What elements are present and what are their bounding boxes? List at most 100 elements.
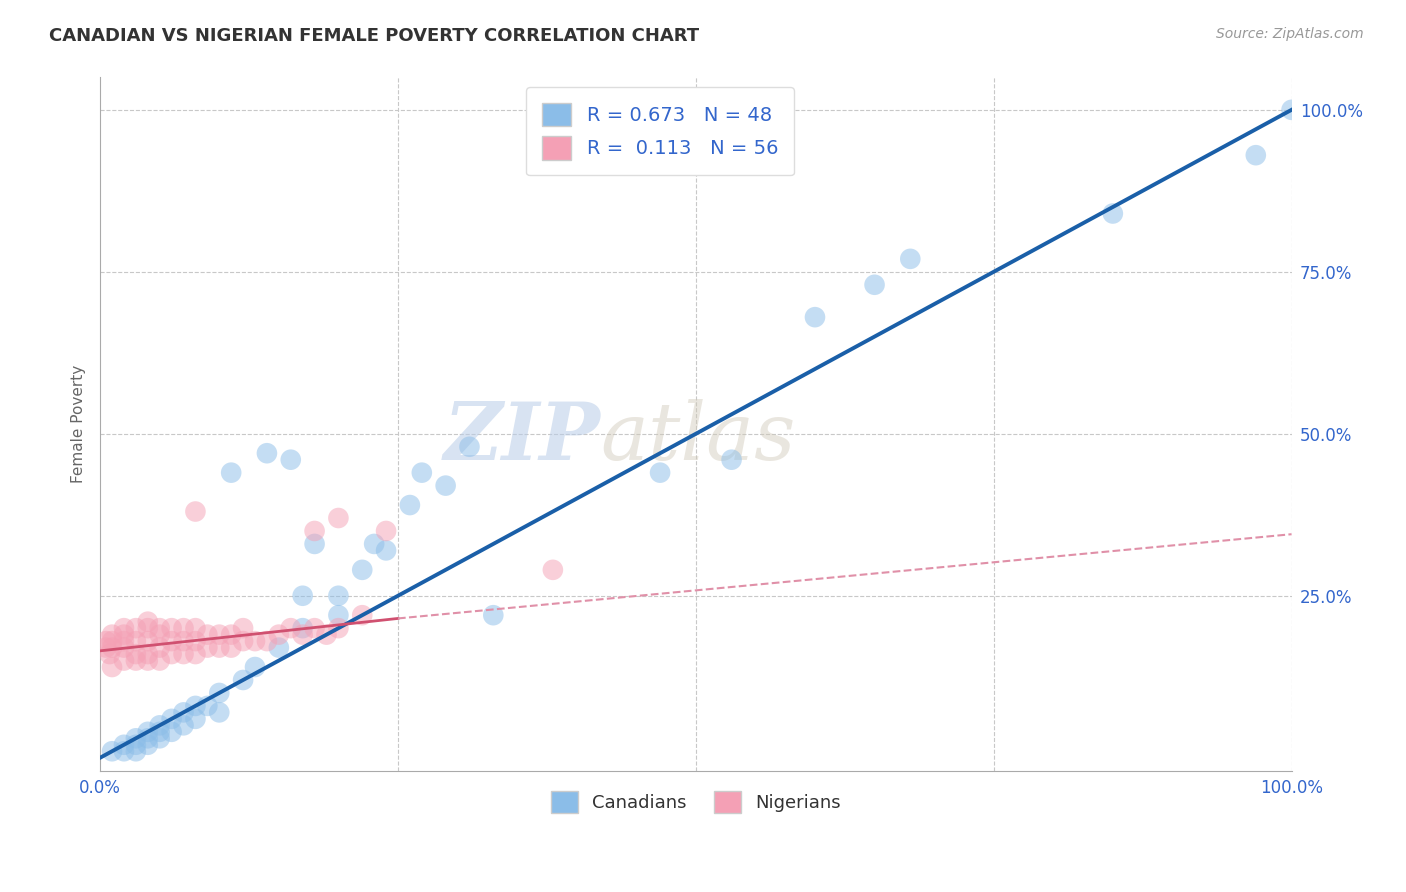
Point <box>352 608 374 623</box>
Point <box>136 621 159 635</box>
Point <box>411 466 433 480</box>
Point <box>243 634 266 648</box>
Point <box>112 738 135 752</box>
Y-axis label: Female Poverty: Female Poverty <box>72 365 86 483</box>
Point <box>208 706 231 720</box>
Point <box>136 724 159 739</box>
Point <box>541 563 564 577</box>
Point <box>184 647 207 661</box>
Point <box>184 712 207 726</box>
Point <box>94 640 117 655</box>
Point <box>219 466 242 480</box>
Point <box>160 712 183 726</box>
Point <box>149 627 172 641</box>
Point <box>112 634 135 648</box>
Point <box>482 608 505 623</box>
Point <box>184 504 207 518</box>
Point <box>648 466 671 480</box>
Point <box>160 621 183 635</box>
Point <box>399 498 422 512</box>
Point <box>160 634 183 648</box>
Point <box>149 718 172 732</box>
Point <box>291 589 314 603</box>
Point <box>125 647 148 661</box>
Point <box>232 673 254 687</box>
Legend: Canadians, Nigerians: Canadians, Nigerians <box>540 780 852 824</box>
Point <box>863 277 886 292</box>
Point <box>184 698 207 713</box>
Point <box>280 621 302 635</box>
Point <box>136 634 159 648</box>
Point <box>1244 148 1267 162</box>
Point <box>1101 206 1123 220</box>
Point <box>184 634 207 648</box>
Point <box>160 724 183 739</box>
Point <box>219 627 242 641</box>
Point <box>232 621 254 635</box>
Point <box>101 627 124 641</box>
Point <box>112 744 135 758</box>
Point <box>304 537 326 551</box>
Point <box>804 310 827 325</box>
Point <box>136 647 159 661</box>
Point <box>173 647 195 661</box>
Point <box>219 640 242 655</box>
Point <box>208 627 231 641</box>
Point <box>267 627 290 641</box>
Point <box>136 731 159 746</box>
Point <box>149 731 172 746</box>
Point <box>125 654 148 668</box>
Point <box>125 744 148 758</box>
Point <box>243 660 266 674</box>
Point <box>720 452 742 467</box>
Point <box>160 647 183 661</box>
Point <box>149 724 172 739</box>
Point <box>195 640 218 655</box>
Point <box>112 640 135 655</box>
Point <box>136 654 159 668</box>
Point <box>256 446 278 460</box>
Point <box>363 537 385 551</box>
Point <box>195 627 218 641</box>
Point <box>184 621 207 635</box>
Point <box>208 686 231 700</box>
Text: CANADIAN VS NIGERIAN FEMALE POVERTY CORRELATION CHART: CANADIAN VS NIGERIAN FEMALE POVERTY CORR… <box>49 27 699 45</box>
Point <box>315 627 337 641</box>
Point <box>125 634 148 648</box>
Point <box>125 738 148 752</box>
Point <box>101 634 124 648</box>
Text: atlas: atlas <box>600 400 796 476</box>
Point <box>328 511 350 525</box>
Point <box>291 621 314 635</box>
Point <box>149 640 172 655</box>
Point <box>173 706 195 720</box>
Point <box>98 647 121 661</box>
Point <box>94 634 117 648</box>
Point <box>101 640 124 655</box>
Point <box>136 738 159 752</box>
Point <box>352 563 374 577</box>
Point <box>149 654 172 668</box>
Point <box>173 621 195 635</box>
Point <box>125 731 148 746</box>
Point <box>101 744 124 758</box>
Point <box>328 608 350 623</box>
Point <box>101 660 124 674</box>
Point <box>280 452 302 467</box>
Text: Source: ZipAtlas.com: Source: ZipAtlas.com <box>1216 27 1364 41</box>
Point <box>304 621 326 635</box>
Point <box>328 621 350 635</box>
Point <box>232 634 254 648</box>
Point <box>434 478 457 492</box>
Point <box>173 634 195 648</box>
Point <box>898 252 921 266</box>
Point <box>267 640 290 655</box>
Point <box>304 524 326 538</box>
Point <box>458 440 481 454</box>
Point <box>136 615 159 629</box>
Point <box>112 621 135 635</box>
Point <box>208 640 231 655</box>
Point <box>112 654 135 668</box>
Point <box>375 543 398 558</box>
Point <box>375 524 398 538</box>
